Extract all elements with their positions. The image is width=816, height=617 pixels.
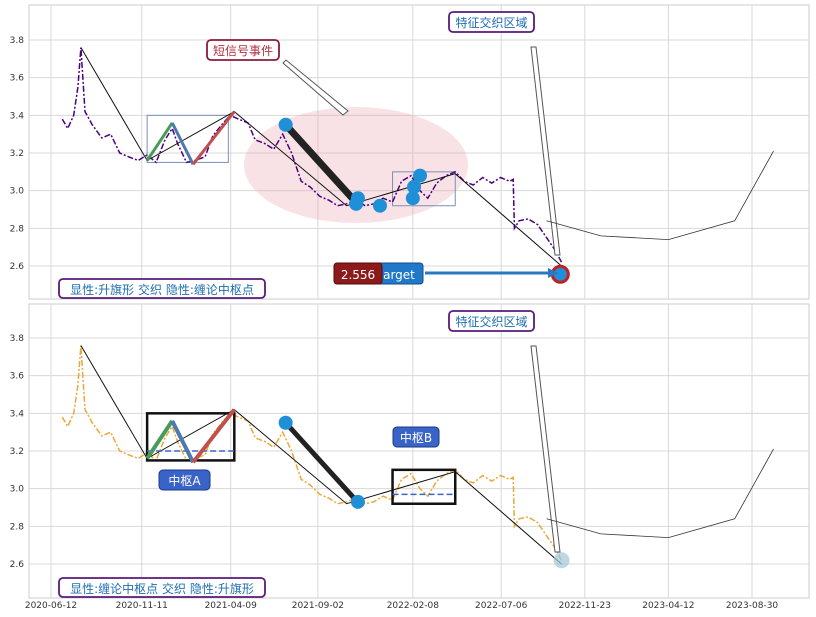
zhongshu-a-label: 中枢A (158, 469, 211, 491)
feature-zone-label-bottom: 特征交织区域 (448, 310, 535, 332)
y-tick-label-top: 2.6 (10, 262, 25, 272)
y-tick-label-bottom: 3.0 (10, 485, 25, 495)
axis-ticks: 2.6 2.6 2.8 2.8 3.0 3.0 3.2 3.2 3.4 3.4 3.6 3.6 3.8 3… (10, 36, 779, 611)
flag-segment-bottom (170, 419, 195, 464)
x-tick-label: 2022-07-06 (475, 601, 528, 611)
target-text: arget (383, 268, 415, 282)
signal-stroke-bottom (283, 421, 361, 506)
flag-segment (170, 122, 195, 165)
zigzag-line-top (80, 47, 562, 267)
flag-segment-bottom (145, 419, 174, 460)
x-tick-label: 2022-02-08 (387, 601, 440, 611)
signal-stroke (283, 122, 362, 209)
legend-bottom: 显性:缠论中枢点 交织 隐性:升旗形 (58, 577, 266, 598)
signal-marker (413, 168, 428, 183)
signal-marker-bottom (278, 415, 293, 430)
x-tick-label: 2021-04-09 (205, 601, 258, 611)
zhongshu-b-label: 中枢B (392, 426, 440, 448)
signal-marker (407, 179, 422, 194)
y-tick-label-top: 3.0 (10, 187, 25, 197)
y-tick-label-top: 3.2 (10, 149, 24, 159)
x-tick-label: 2020-06-12 (25, 601, 77, 611)
end-marker-bottom (553, 552, 570, 569)
y-tick-label-top: 2.8 (10, 224, 25, 234)
signal-marker (405, 191, 420, 206)
signal-marker (278, 117, 293, 132)
flag-segment-bottom (191, 408, 236, 464)
signal-marker (373, 198, 388, 213)
x-tick-label: 2021-09-02 (292, 601, 344, 611)
price-line-top (61, 47, 563, 263)
x-tick-label: 2020-11-11 (116, 601, 168, 611)
y-tick-label-bottom: 3.8 (10, 334, 25, 344)
feature-zone-text-bottom: 特征交织区域 (455, 314, 527, 329)
projection-curve-bottom (546, 448, 774, 539)
short-signal-label: 短信号事件 (206, 39, 280, 61)
signal-marker-bottom (350, 494, 365, 509)
feature-zone-pointer-bottom (530, 345, 561, 553)
signal-marker (349, 196, 364, 211)
target-value-text: 2.556 (341, 268, 375, 282)
y-tick-label-top: 3.6 (10, 74, 25, 84)
x-tick-label: 2022-11-23 (559, 601, 611, 611)
y-tick-label-bottom: 3.4 (10, 409, 25, 419)
legend-top-text: 显性:升旗形 交织 隐性:缠论中枢点 (70, 282, 254, 297)
short-signal-text: 短信号事件 (213, 44, 273, 58)
bottom-panel (61, 345, 774, 569)
feature-zone-label-top: 特征交织区域 (448, 11, 535, 33)
y-tick-label-bottom: 2.6 (10, 560, 25, 570)
zhongshu-a-text: 中枢A (168, 473, 201, 488)
y-tick-label-bottom: 2.8 (10, 522, 25, 532)
zhongshu-box (391, 468, 457, 505)
zigzag-line-bottom (80, 345, 562, 565)
legend-top: 显性:升旗形 交织 隐性:缠论中枢点 (58, 278, 266, 299)
top-panel-frame (28, 4, 810, 300)
y-tick-label-bottom: 3.2 (10, 447, 24, 457)
target-badge: arget 2.556 (333, 262, 424, 285)
x-tick-label: 2023-08-30 (726, 601, 779, 611)
feature-zone-text-top: 特征交织区域 (455, 15, 527, 30)
flag-segment (191, 110, 236, 166)
y-tick-label-bottom: 3.6 (10, 372, 25, 382)
flag-segment (145, 122, 174, 162)
y-tick-label-top: 3.4 (10, 111, 25, 121)
feature-zone-pointer (530, 46, 561, 256)
y-tick-label-top: 3.8 (10, 36, 25, 46)
target-arrow-head (548, 268, 558, 278)
short-signal-pointer (282, 59, 349, 116)
x-tick-label: 2023-04-12 (642, 601, 694, 611)
zhongshu-b-text: 中枢B (400, 430, 432, 445)
price-line-bottom (61, 345, 563, 561)
projection-curve-top (546, 150, 774, 241)
legend-bottom-text: 显性:缠论中枢点 交织 隐性:升旗形 (70, 581, 254, 596)
top-panel (61, 46, 774, 284)
